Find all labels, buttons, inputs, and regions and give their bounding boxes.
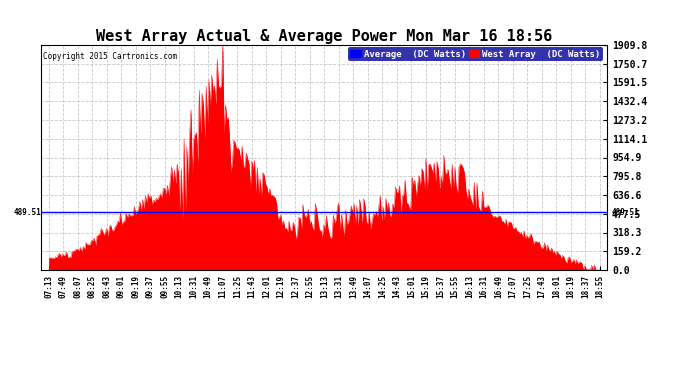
Title: West Array Actual & Average Power Mon Mar 16 18:56: West Array Actual & Average Power Mon Ma… [96,29,553,44]
Text: Copyright 2015 Cartronics.com: Copyright 2015 Cartronics.com [43,52,177,61]
Legend: Average  (DC Watts), West Array  (DC Watts): Average (DC Watts), West Array (DC Watts… [348,47,602,61]
Text: 489.51: 489.51 [14,208,41,217]
Text: 489.51: 489.51 [611,208,640,217]
